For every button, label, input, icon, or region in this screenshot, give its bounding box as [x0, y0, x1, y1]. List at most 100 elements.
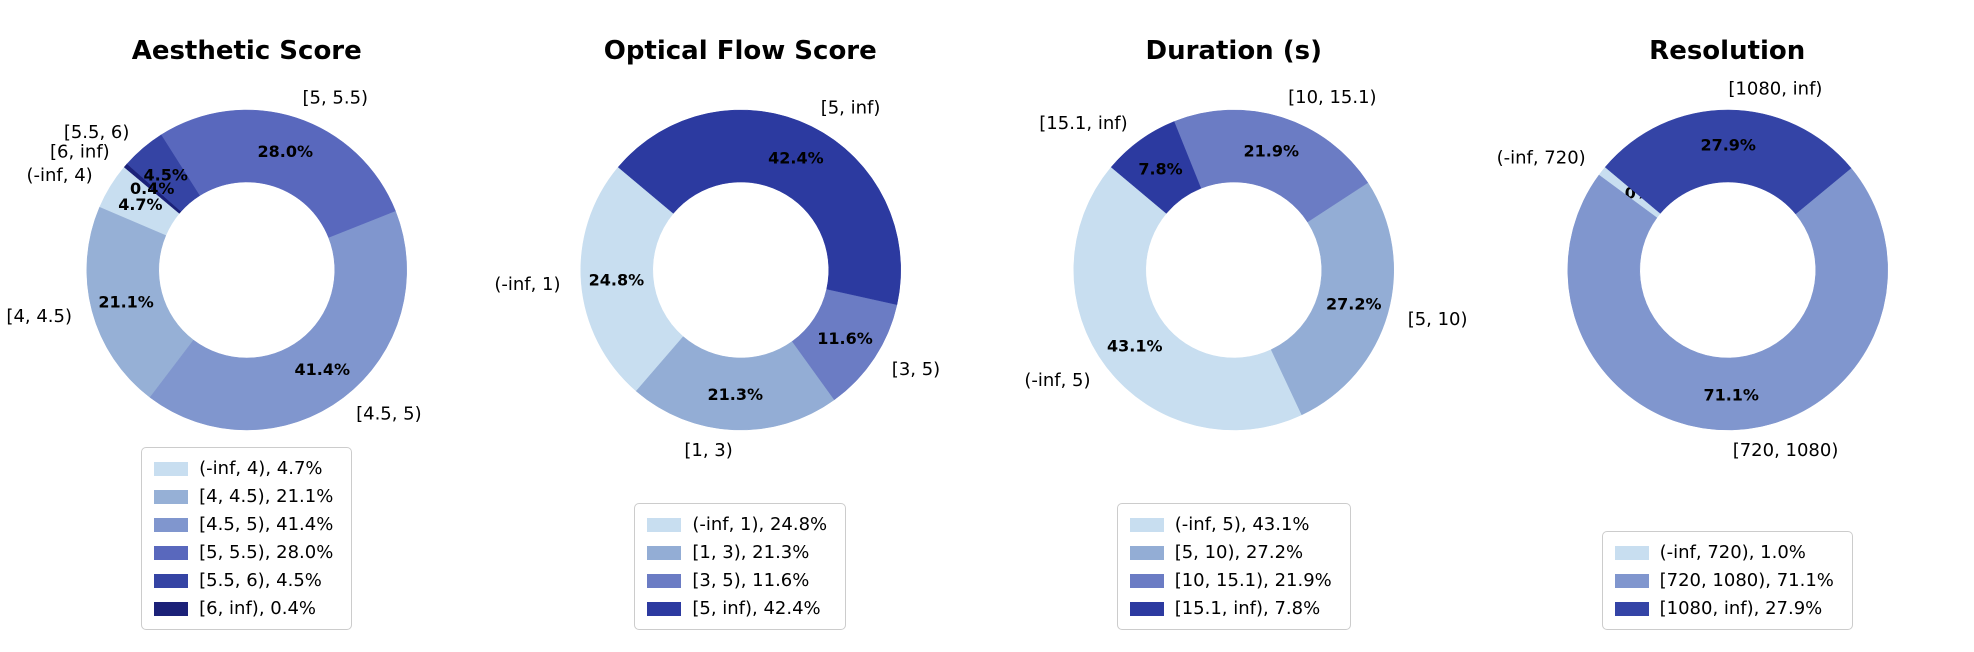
segment-category-label: [720, 1080) [1732, 440, 1838, 461]
legend-label: [10, 15.1), 21.9% [1174, 570, 1332, 591]
segment-category-label: [1, 3) [684, 440, 732, 461]
segment-category-label: (-inf, 1) [494, 274, 560, 295]
chart-cell-duration: Duration (s) 43.1% (-inf, 5) 27.2% [5, 10) 2… [987, 0, 1481, 652]
legend-swatch [647, 573, 682, 588]
chart-title: Resolution [1649, 36, 1806, 66]
legend-box: (-inf, 4), 4.7% [4, 4.5), 21.1% [4.5, 5), … [141, 447, 353, 630]
donut-segment [1110, 121, 1202, 214]
segment-percent-label: 27.2% [1326, 295, 1382, 314]
segment-category-label: [4, 4.5) [6, 306, 72, 327]
legend-swatch [154, 545, 189, 560]
legend-label: [720, 1080), 71.1% [1659, 570, 1834, 591]
donut-segment [1073, 166, 1303, 431]
chart-cell-optical-flow-score: Optical Flow Score 24.8% (-inf, 1) 21.3% [1… [494, 0, 988, 652]
chart-cell-aesthetic-score: Aesthetic Score 4.7% (-inf, 4) 21.1% [4, 4.… [0, 0, 494, 652]
donut-segment [149, 210, 407, 431]
segment-percent-label: 43.1% [1107, 337, 1163, 356]
legend-label: [4.5, 5), 41.4% [199, 514, 334, 535]
legend-label: [5, inf), 42.4% [692, 598, 821, 619]
segment-percent-label: 4.5% [144, 166, 188, 185]
legend-item: [4.5, 5), 41.4% [154, 514, 333, 535]
legend-swatch [154, 517, 189, 532]
chart-title: Aesthetic Score [131, 36, 362, 66]
legend-item: (-inf, 4), 4.7% [154, 458, 333, 479]
segment-category-label: [6, inf) [50, 142, 110, 163]
chart-title: Duration (s) [1145, 36, 1322, 66]
legend-item: [1, 3), 21.3% [647, 542, 827, 563]
legend-item: [720, 1080), 71.1% [1614, 570, 1834, 591]
legend-item: (-inf, 5), 43.1% [1129, 514, 1332, 535]
legend-label: (-inf, 1), 24.8% [692, 514, 828, 535]
legend-swatch [154, 461, 189, 476]
legend-item: [5.5, 6), 4.5% [154, 570, 333, 591]
donut-segment [1567, 167, 1888, 431]
segment-category-label: [3, 5) [891, 359, 939, 380]
legend-box: (-inf, 5), 43.1% [5, 10), 27.2% [10, 15.1)… [1116, 503, 1351, 630]
segment-percent-label: 42.4% [768, 149, 824, 168]
legend-swatch [154, 573, 189, 588]
legend-swatch [1129, 517, 1164, 532]
legend-wrap: (-inf, 5), 43.1% [5, 10), 27.2% [10, 15.1)… [987, 503, 1481, 630]
legend-item: [1080, inf), 27.9% [1614, 598, 1834, 619]
donut-segment [160, 109, 396, 238]
legend-swatch [1129, 545, 1164, 560]
donut-chart-resolution: 1.0%(-inf, 720)71.1%[720, 1080)27.9%[108… [1496, 79, 1888, 461]
segment-category-label: [4.5, 5) [356, 404, 422, 425]
legend-label: [15.1, inf), 7.8% [1174, 598, 1321, 619]
segment-category-label: [5, 5.5) [303, 88, 369, 109]
legend-swatch [154, 601, 189, 616]
segment-percent-label: 27.9% [1700, 136, 1756, 155]
segment-category-label: (-inf, 4) [27, 165, 93, 186]
legend-swatch [647, 517, 682, 532]
legend-label: [1, 3), 21.3% [692, 542, 810, 563]
legend-item: [5, 5.5), 28.0% [154, 542, 333, 563]
legend-item: [5, 10), 27.2% [1129, 542, 1332, 563]
donut-segment [1173, 109, 1369, 223]
segment-percent-label: 21.1% [98, 293, 154, 312]
legend-wrap: (-inf, 1), 24.8% [1, 3), 21.3% [3, 5), 11.… [494, 503, 988, 630]
legend-item: [15.1, inf), 7.8% [1129, 598, 1332, 619]
donut-segment [617, 109, 901, 305]
legend-label: [1080, inf), 27.9% [1659, 598, 1823, 619]
segment-percent-label: 7.8% [1138, 160, 1182, 179]
segment-percent-label: 41.4% [295, 360, 351, 379]
legend-item: (-inf, 720), 1.0% [1614, 542, 1834, 563]
donut-segment [580, 166, 684, 392]
segment-category-label: [15.1, inf) [1039, 113, 1127, 134]
legend-swatch [1129, 601, 1164, 616]
legend-box: (-inf, 720), 1.0% [720, 1080), 71.1% [1080… [1601, 531, 1853, 630]
legend-swatch [1614, 601, 1649, 616]
segment-percent-label: 28.0% [258, 142, 314, 161]
legend-swatch [1129, 573, 1164, 588]
segment-category-label: [5.5, 6) [64, 122, 130, 143]
legend-box: (-inf, 1), 24.8% [1, 3), 21.3% [3, 5), 11.… [634, 503, 847, 630]
segment-percent-label: 0.4% [130, 179, 174, 198]
legend-item: [6, inf), 0.4% [154, 598, 333, 619]
segment-category-label: (-inf, 720) [1496, 148, 1585, 169]
legend-item: [4, 4.5), 21.1% [154, 486, 333, 507]
segment-category-label: [5, inf) [820, 97, 880, 118]
legend-label: [5, 5.5), 28.0% [199, 542, 334, 563]
legend-swatch [647, 545, 682, 560]
legend-item: (-inf, 1), 24.8% [647, 514, 827, 535]
segment-percent-label: 4.7% [118, 195, 162, 214]
segment-percent-label: 21.9% [1244, 142, 1300, 161]
legend-item: [3, 5), 11.6% [647, 570, 827, 591]
legend-label: (-inf, 5), 43.1% [1174, 514, 1310, 535]
legend-swatch [1614, 545, 1649, 560]
legend-label: [6, inf), 0.4% [199, 598, 316, 619]
donut-chart-aesthetic-score: 4.7% (-inf, 4) 21.1% [4, 4.5) 41.4% [4.5, 5) 2… [6, 88, 422, 431]
segment-category-label: [5, 10) [1408, 309, 1468, 330]
legend-wrap: (-inf, 720), 1.0% [720, 1080), 71.1% [1080… [1481, 531, 1974, 630]
segment-category-label: [1080, inf) [1728, 79, 1822, 100]
legend-swatch [647, 601, 682, 616]
legend-label: [4, 4.5), 21.1% [199, 486, 334, 507]
legend-item: [5, inf), 42.4% [647, 598, 827, 619]
segment-percent-label: 71.1% [1703, 385, 1759, 404]
segment-percent-label: 11.6% [817, 329, 873, 348]
donut-segment [123, 163, 182, 214]
chart-cell-resolution: Resolution 1.0% (-inf, 720) 71.1% [720, 108… [1481, 0, 1974, 652]
legend-wrap: (-inf, 4), 4.7% [4, 4.5), 21.1% [4.5, 5), … [0, 447, 494, 630]
legend-item: [10, 15.1), 21.9% [1129, 570, 1332, 591]
